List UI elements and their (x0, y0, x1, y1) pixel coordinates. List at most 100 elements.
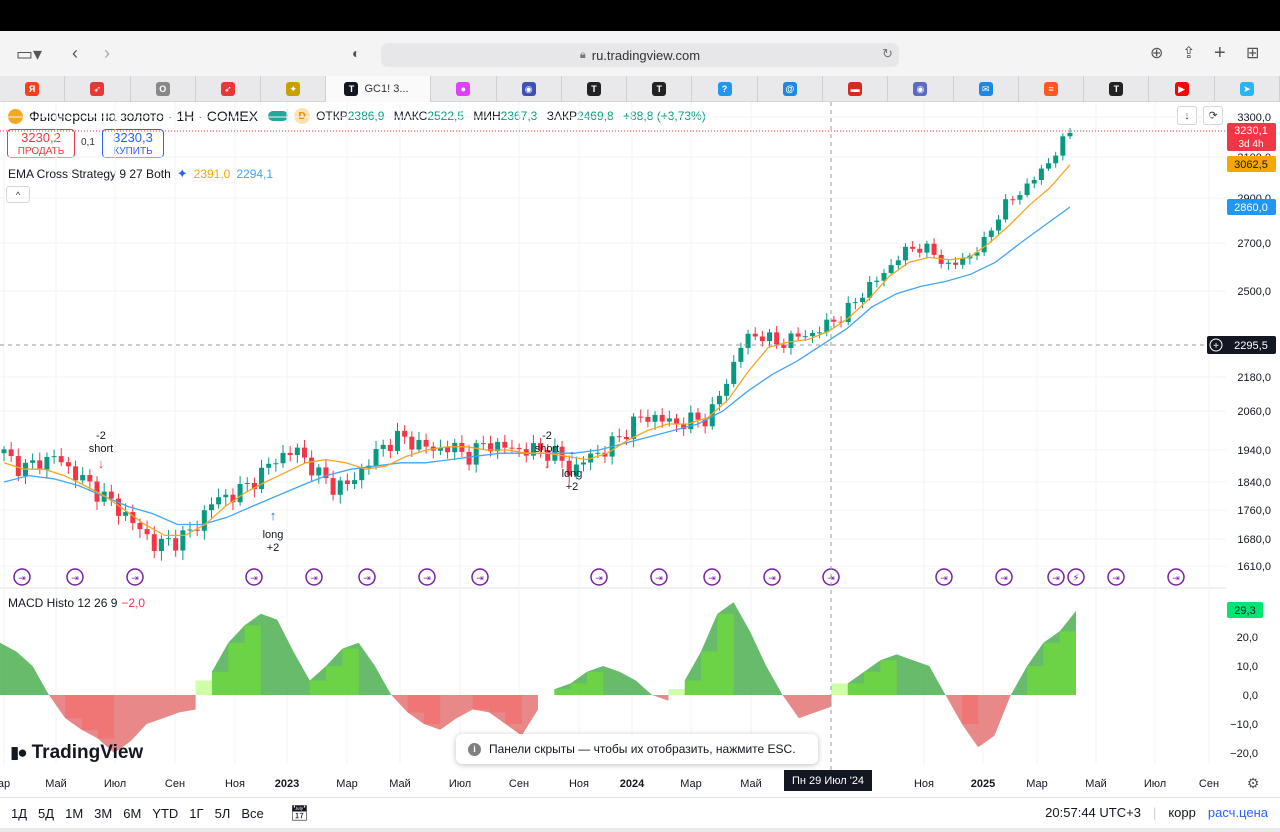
ema-slow-value: 2294,1 (236, 167, 274, 181)
macd-bar (505, 695, 522, 724)
candle-body (137, 522, 143, 530)
browser-tab[interactable]: ◉ (888, 76, 954, 102)
browser-tab[interactable]: T (1084, 76, 1150, 102)
candle-body (65, 462, 71, 467)
candle-body (151, 534, 157, 552)
candle-body (259, 467, 265, 490)
sidebar-toggle-icon[interactable]: ▭▾ (16, 43, 43, 64)
candle-body (416, 439, 422, 450)
refresh-button[interactable]: ⟳ (1203, 106, 1223, 125)
range-button[interactable]: 1Г (189, 805, 204, 821)
candle-body (731, 361, 737, 384)
range-button[interactable]: Все (241, 805, 264, 821)
price-tick-label: 1610,0 (1237, 561, 1271, 573)
privacy-shield-icon[interactable]: ◐ (352, 45, 361, 61)
macd-last-label: 29,3 (1234, 605, 1255, 617)
time-tick-label: Мар (336, 778, 358, 790)
candle-body (910, 246, 916, 249)
url-text: ru.tradingview.com (591, 47, 701, 63)
browser-tab[interactable]: T (562, 76, 628, 102)
tab-overview-icon[interactable]: ⊞ (1246, 45, 1260, 62)
calc-price-toggle[interactable]: расч.цена (1207, 805, 1268, 820)
candle-body (895, 260, 901, 266)
close-value: 2469,8 (576, 109, 614, 123)
range-button[interactable]: 3М (94, 805, 113, 821)
dividend-event-icon (418, 568, 436, 586)
candle-body (566, 460, 572, 476)
clock-time[interactable]: 20:57:44 UTC+3 (1045, 805, 1141, 820)
tab-active[interactable]: T GC1! 3... (326, 76, 432, 102)
browser-tab[interactable]: ▬ (823, 76, 889, 102)
browser-tab[interactable]: ➶ (65, 76, 131, 102)
macd-positive-area (1010, 610, 1076, 695)
share-icon[interactable]: ⇪ (1182, 45, 1196, 62)
browser-tab[interactable]: T (627, 76, 693, 102)
browser-tab[interactable]: O (131, 76, 196, 102)
price-axis-bg (1226, 102, 1280, 796)
range-button[interactable]: 6М (123, 805, 142, 821)
range-button[interactable]: YTD (152, 805, 179, 821)
gold-symbol-icon (8, 108, 23, 124)
calendar-icon[interactable]: 📅︎ (289, 805, 309, 822)
earnings-event-icon (1067, 568, 1085, 586)
candle-body (487, 443, 493, 452)
candle-body (945, 262, 951, 264)
browser-tab[interactable]: ● (431, 76, 497, 102)
candle-body (645, 416, 651, 422)
tradingview-logo[interactable]: ▮● TradingView (10, 742, 143, 764)
range-button[interactable]: 5Д (38, 805, 55, 821)
crosshair-price-label: 2295,5 (1234, 340, 1268, 352)
candle-body (15, 456, 21, 476)
symbol-title[interactable]: Фьючерсы на золото · 1Н · COMEX (29, 108, 259, 124)
candle-body (409, 436, 415, 450)
candle-body (1, 449, 7, 454)
url-bar[interactable]: 🔒︎ ru.tradingview.com ↻ (381, 43, 899, 67)
range-button[interactable]: 1Д (11, 805, 28, 821)
time-tick-label: Сен (1199, 778, 1219, 790)
corr-toggle[interactable]: корр (1168, 805, 1196, 820)
browser-tab[interactable]: ✦ (261, 76, 327, 102)
time-tick-label: 2025 (971, 778, 995, 790)
macd-positive-area (684, 602, 783, 695)
delayed-data-badge[interactable]: D (294, 108, 311, 124)
browser-tab[interactable]: ✉ (954, 76, 1019, 102)
range-button[interactable]: 5Л (214, 805, 231, 821)
macd-positive-area (847, 654, 946, 695)
browser-tab[interactable]: ➶ (196, 76, 262, 102)
range-button[interactable]: 1М (65, 805, 84, 821)
signal-label-top: -2 (542, 430, 552, 442)
browser-tab[interactable]: ➤ (1215, 76, 1280, 102)
download-icon[interactable]: ⊕ (1150, 45, 1164, 62)
add-alert-icon (1209, 338, 1223, 352)
reload-icon[interactable]: ↻ (882, 46, 893, 61)
candle-body (745, 333, 751, 348)
macd-legend[interactable]: MACD Histo 12 26 9 −2,0 (8, 596, 145, 610)
candle-body (330, 478, 336, 495)
sparkle-icon[interactable]: ✦ (176, 166, 188, 181)
event-arrow-icon: ⇥ (1000, 573, 1008, 583)
collapse-legend-button[interactable]: ^ (6, 186, 30, 203)
browser-tab[interactable]: ? (692, 76, 758, 102)
browser-tab[interactable]: ▶ (1149, 76, 1215, 102)
browser-tab[interactable]: ≡ (1019, 76, 1085, 102)
strategy-legend[interactable]: EMA Cross Strategy 9 27 Both ✦ 2391,0 22… (8, 166, 273, 182)
back-icon[interactable]: ‹ (72, 42, 78, 63)
lock-icon: 🔒︎ (579, 48, 586, 61)
macd-tick-label: −20,0 (1230, 748, 1258, 760)
download-chart-button[interactable]: ↓ (1177, 106, 1197, 125)
macd-positive-area (554, 666, 653, 695)
browser-tab[interactable]: ◉ (497, 76, 562, 102)
browser-tab[interactable]: @ (758, 76, 823, 102)
candle-body (394, 430, 400, 451)
browser-tab[interactable]: Я (0, 76, 66, 102)
macd-bar (1043, 642, 1060, 695)
market-status-icon (268, 111, 289, 121)
bottom-right-info: 20:57:44 UTC+3 | корр расч.цена (1045, 805, 1268, 820)
forward-icon[interactable]: › (104, 42, 110, 63)
candle-body (988, 230, 994, 238)
new-tab-icon[interactable]: + (1214, 41, 1226, 64)
signal-label-top: -2 (96, 430, 106, 442)
candle-body (695, 412, 701, 420)
time-tick-label: Май (740, 778, 762, 790)
